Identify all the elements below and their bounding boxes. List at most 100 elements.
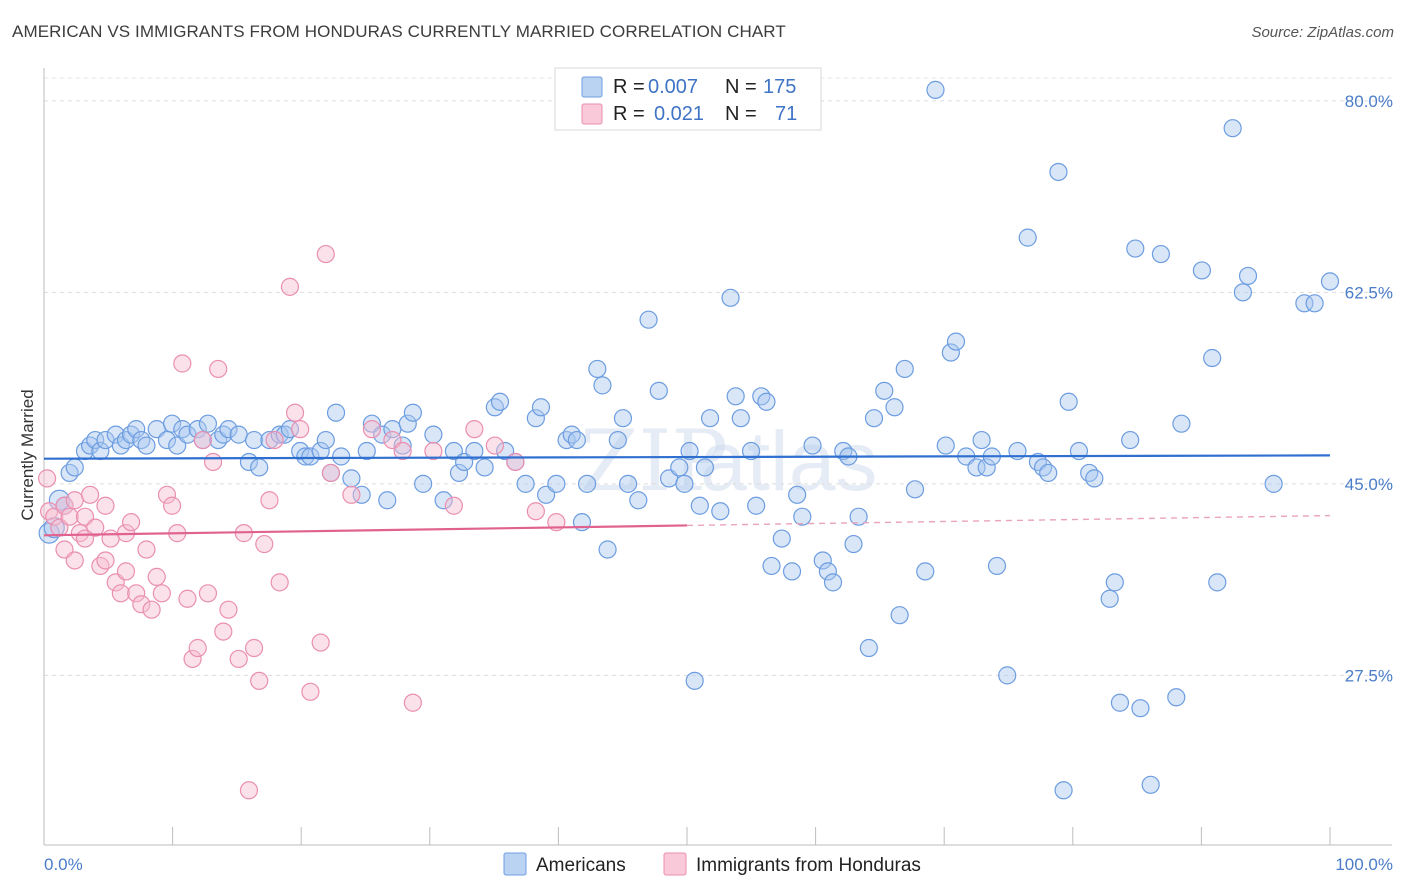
watermark: ZIP atlas bbox=[580, 412, 877, 510]
point-americans-48 bbox=[357, 441, 376, 461]
point-americans-138 bbox=[1033, 458, 1053, 477]
point-honduras-34 bbox=[209, 359, 228, 379]
point-honduras-22 bbox=[147, 567, 166, 586]
point-americans-134 bbox=[998, 666, 1017, 685]
point-honduras-19 bbox=[132, 595, 151, 614]
point-americans-17 bbox=[137, 436, 156, 455]
point-honduras-54 bbox=[362, 420, 382, 439]
point-americans-8 bbox=[86, 430, 105, 450]
point-americans-105 bbox=[782, 562, 802, 581]
point-americans-40 bbox=[301, 447, 320, 466]
point-americans-14 bbox=[121, 425, 141, 444]
point-americans-11 bbox=[106, 425, 125, 444]
watermark-zip: ZIP bbox=[580, 412, 728, 510]
y-tick-label-3: 80.0% bbox=[1345, 92, 1393, 111]
point-americans-91 bbox=[685, 671, 704, 690]
point-honduras-61 bbox=[485, 436, 504, 455]
point-americans-121 bbox=[895, 359, 914, 379]
point-americans-80 bbox=[598, 540, 617, 559]
point-americans-62 bbox=[465, 441, 484, 461]
point-honduras-28 bbox=[178, 589, 197, 608]
bottom-legend-swatch-americans bbox=[503, 852, 527, 876]
point-honduras-13 bbox=[101, 529, 120, 548]
point-honduras-63 bbox=[526, 502, 545, 521]
point-americans-19 bbox=[157, 430, 177, 450]
point-americans-28 bbox=[214, 425, 233, 444]
point-americans-63 bbox=[475, 458, 494, 477]
point-americans-68 bbox=[516, 474, 535, 493]
point-americans-72 bbox=[547, 474, 566, 493]
point-honduras-53 bbox=[342, 485, 361, 504]
point-americans-149 bbox=[1121, 430, 1140, 450]
point-americans-84 bbox=[629, 491, 648, 510]
point-americans-120 bbox=[890, 606, 909, 625]
y-tick-label-1: 45.0% bbox=[1345, 475, 1393, 494]
point-americans-110 bbox=[818, 562, 837, 581]
legend-n-value-honduras: 71 bbox=[775, 103, 797, 125]
point-honduras-47 bbox=[285, 403, 305, 422]
point-honduras-68 bbox=[96, 551, 115, 570]
point-americans-152 bbox=[1141, 775, 1160, 794]
point-americans-130 bbox=[972, 430, 991, 450]
point-americans-136 bbox=[1018, 228, 1037, 247]
point-americans-92 bbox=[690, 496, 709, 515]
point-americans-69 bbox=[526, 409, 545, 428]
point-americans-33 bbox=[250, 458, 269, 477]
point-americans-155 bbox=[1172, 414, 1191, 433]
point-americans-106 bbox=[788, 485, 807, 504]
legend-swatch-americans bbox=[581, 76, 603, 98]
point-americans-115 bbox=[849, 507, 868, 526]
point-americans-97 bbox=[726, 387, 745, 406]
point-honduras-42 bbox=[255, 534, 274, 554]
point-americans-30 bbox=[229, 425, 248, 444]
point-honduras-35 bbox=[214, 622, 233, 641]
legend-n-value-americans: 175 bbox=[763, 76, 796, 98]
point-americans-116 bbox=[859, 638, 878, 658]
legend-r-label-honduras: R = bbox=[613, 103, 645, 125]
point-americans-160 bbox=[1233, 283, 1253, 302]
point-honduras-58 bbox=[424, 441, 443, 461]
point-americans-98 bbox=[731, 409, 750, 428]
point-americans-54 bbox=[398, 414, 417, 433]
point-americans-151 bbox=[1131, 699, 1150, 718]
point-americans-144 bbox=[1080, 463, 1099, 483]
data-points bbox=[37, 80, 1340, 800]
point-americans-147 bbox=[1105, 573, 1124, 592]
point-americans-26 bbox=[198, 414, 218, 433]
bottom-legend-label-americans: Americans bbox=[536, 855, 626, 876]
point-americans-125 bbox=[936, 436, 955, 455]
point-americans-64 bbox=[485, 398, 504, 417]
point-americans-81 bbox=[608, 430, 627, 450]
point-honduras-23 bbox=[152, 584, 171, 603]
point-americans-150 bbox=[1126, 239, 1145, 258]
point-honduras-52 bbox=[321, 463, 341, 483]
point-americans-88 bbox=[670, 458, 689, 477]
point-americans-103 bbox=[772, 529, 791, 548]
point-americans-165 bbox=[1320, 272, 1340, 291]
point-honduras-33 bbox=[203, 452, 223, 472]
point-americans-102 bbox=[757, 392, 776, 411]
point-honduras-45 bbox=[270, 573, 289, 592]
point-americans-158 bbox=[1208, 573, 1227, 592]
point-americans-60 bbox=[449, 463, 469, 483]
legend-bottom: Americans Immigrants from Honduras bbox=[503, 852, 921, 876]
trend-line-americans bbox=[43, 454, 1331, 460]
tick-labels: 27.5% 45.0% 62.5% 80.0% 0.0% 100.0% bbox=[44, 92, 1393, 874]
point-americans-108 bbox=[803, 436, 822, 455]
point-americans-79 bbox=[593, 376, 612, 395]
source-credit: Source: ZipAtlas.com bbox=[1251, 24, 1394, 41]
point-americans-89 bbox=[675, 474, 694, 493]
point-americans-111 bbox=[823, 573, 843, 592]
point-honduras-40 bbox=[244, 638, 264, 658]
point-americans-86 bbox=[649, 381, 668, 400]
point-americans-140 bbox=[1049, 162, 1068, 182]
point-americans-107 bbox=[793, 507, 812, 526]
point-honduras-31 bbox=[193, 430, 212, 450]
point-americans-29 bbox=[219, 420, 238, 439]
point-honduras-6 bbox=[65, 491, 84, 510]
legend-r-label-americans: R = bbox=[613, 76, 645, 98]
point-americans-96 bbox=[721, 288, 740, 307]
point-honduras-43 bbox=[260, 491, 279, 510]
point-americans-44 bbox=[326, 403, 346, 422]
point-americans-153 bbox=[1151, 244, 1171, 264]
